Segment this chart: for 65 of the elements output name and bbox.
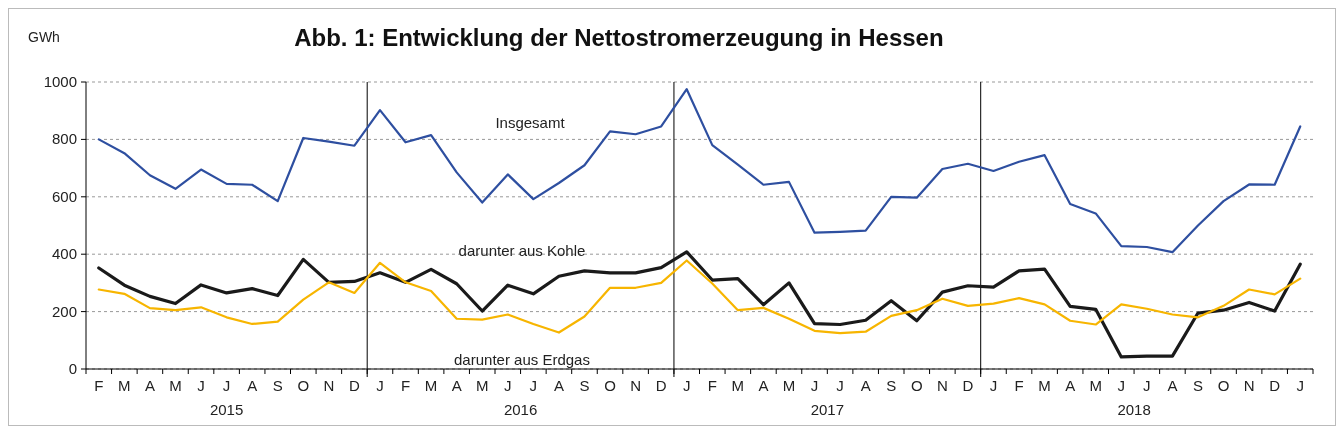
x-tick-label: M (118, 377, 131, 394)
x-tick-label: O (1217, 377, 1230, 394)
x-tick-label: S (886, 377, 897, 394)
text: 2017 (810, 401, 844, 418)
x-tick-label: M (169, 377, 182, 394)
x-tick-label: S (1192, 377, 1203, 394)
y-tick-label: 0 (68, 360, 77, 377)
x-tick-label: A (451, 377, 462, 394)
text: 2015 (209, 401, 244, 418)
x-tick-label: F (94, 377, 104, 394)
text: 2018 (1117, 401, 1151, 418)
x-tick-label: J (682, 377, 691, 394)
y-tick-label: 800 (51, 130, 77, 148)
x-tick-label: O (604, 377, 616, 394)
x-tick-label: J (376, 377, 384, 394)
chart-title: Abb. 1: Entwicklung der Nettostromerzeugung in Hessen (294, 24, 944, 51)
x-tick-label: N (630, 377, 642, 394)
x-tick-label: J (1296, 377, 1304, 394)
x-tick-label: F (1014, 377, 1024, 394)
x-tick-label: A (1167, 377, 1178, 394)
x-tick-label: O (297, 377, 310, 394)
x-tick-label: J (810, 377, 819, 394)
x-tick-label: A (247, 377, 258, 394)
x-tick-label: J (836, 377, 844, 394)
x-tick-label: F (400, 377, 411, 394)
x-tick-label: A (860, 377, 871, 394)
series-label: darunter aus Kohle (458, 242, 586, 259)
x-tick-label: D (962, 377, 974, 394)
x-tick-label: O (910, 377, 923, 394)
text: Insgesamt (495, 114, 566, 131)
x-tick-label: N (323, 377, 335, 394)
x-tick-label: J (197, 377, 205, 394)
x-tick-label: A (144, 377, 155, 394)
x-tick-label: M (424, 377, 438, 394)
x-tick-label: J (989, 377, 998, 394)
x-tick-label: J (1117, 377, 1126, 394)
x-tick-label: F (707, 377, 717, 394)
x-tick-label: D (1269, 377, 1281, 394)
x-tick-label: J (504, 377, 512, 394)
x-tick-label: N (936, 377, 948, 394)
y-tick-label: 200 (51, 302, 77, 320)
x-tick-label: J (222, 377, 231, 394)
x-tick-label: M (1089, 377, 1102, 394)
x-tick-label: N (1243, 377, 1255, 394)
text: 2016 (503, 401, 538, 418)
x-tick-label: M (475, 377, 489, 394)
y-tick-label: 1000 (43, 73, 77, 90)
x-tick-label: A (553, 377, 564, 394)
x-tick-label: J (1143, 377, 1151, 394)
x-tick-label: D (655, 377, 667, 394)
line-series (97, 259, 1302, 335)
x-tick-label: A (758, 377, 769, 394)
x-tick-label: M (731, 377, 745, 394)
line-series (97, 88, 1302, 254)
text: darunter aus Erdgas (454, 351, 590, 368)
y-tick-label: 400 (51, 245, 77, 263)
x-tick-label: M (782, 377, 796, 394)
x-tick-label: A (1065, 377, 1076, 394)
y-axis-title: GWh (28, 29, 60, 45)
x-tick-label: D (348, 377, 360, 394)
x-tick-label: S (579, 377, 590, 394)
y-tick-label: 600 (51, 187, 77, 205)
x-tick-label: J (529, 377, 538, 394)
x-tick-label: S (272, 377, 283, 394)
x-tick-label: M (1038, 377, 1051, 394)
